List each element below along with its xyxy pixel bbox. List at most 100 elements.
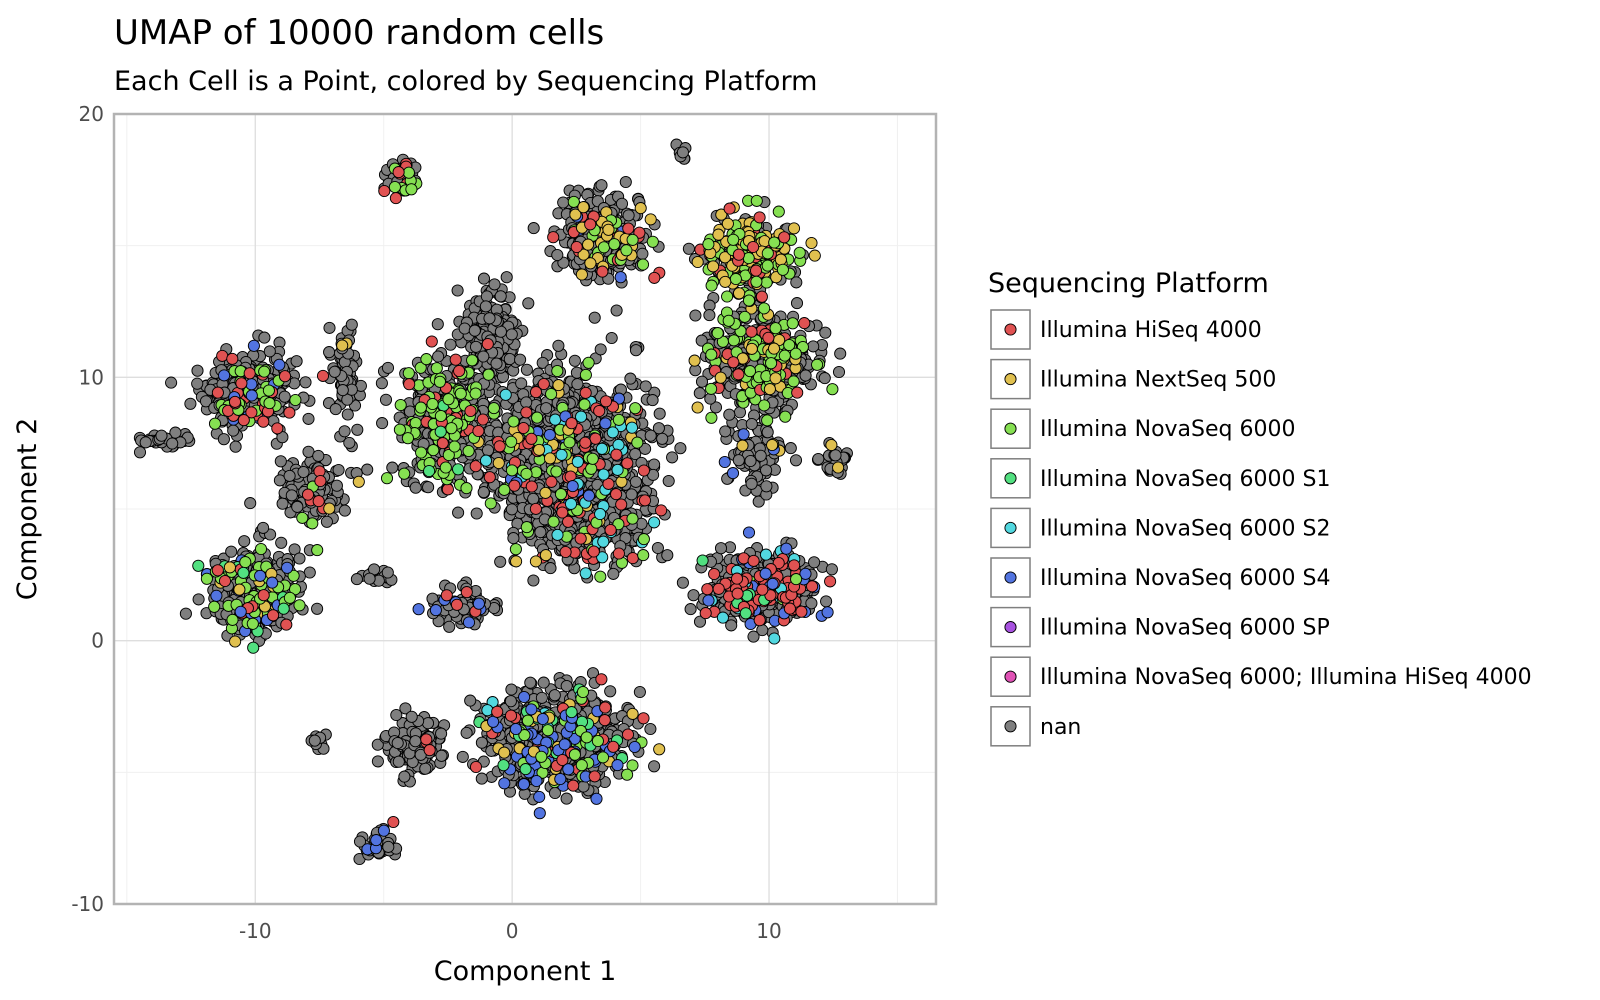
data-point [488,278,501,291]
data-point [725,619,738,632]
data-point [503,352,516,366]
data-point [520,406,533,419]
data-point [595,179,608,192]
data-point [599,417,612,430]
data-point [398,770,411,783]
data-point [379,393,393,406]
data-point [238,535,251,548]
data-point [386,461,399,474]
data-point [711,327,724,340]
data-point [745,417,758,431]
data-point [483,312,496,325]
data-point [291,500,304,513]
data-point [570,240,583,254]
data-point [676,576,689,589]
data-point [452,506,465,519]
data-point [500,271,513,284]
data-point [211,386,224,399]
data-point [821,606,834,619]
data-point [133,446,147,459]
data-point [475,736,488,749]
data-point [435,727,448,740]
data-point [184,397,197,410]
data-point [275,536,288,549]
data-point [381,566,394,579]
data-point [626,552,639,565]
data-point [825,438,838,452]
data-point [636,258,650,271]
data-point [537,676,550,689]
data-point [139,436,152,449]
data-point [714,542,728,555]
data-point [615,197,629,210]
data-point [475,772,488,785]
data-point [714,371,727,384]
data-point [703,309,716,322]
data-point [737,552,750,565]
data-point [656,432,669,445]
data-point [480,290,493,303]
data-point [787,375,800,388]
data-point [605,331,618,345]
data-point [687,589,700,602]
data-point [263,345,276,358]
data-point [736,439,749,452]
data-point [696,554,709,567]
data-point [217,433,230,446]
data-point [625,488,638,501]
data-point [626,512,639,525]
data-point [684,603,697,616]
data-point [666,451,679,464]
data-point [786,317,799,330]
data-point [682,242,695,255]
data-point [529,502,542,515]
data-point [582,238,595,251]
data-point [330,479,343,492]
data-point [435,749,448,762]
data-point [610,304,623,317]
data-point [522,297,535,310]
data-point [409,481,422,494]
data-point [258,331,271,344]
data-point [646,394,659,407]
data-point [644,429,657,442]
data-point [548,689,561,702]
data-point [343,436,356,449]
data-point [479,454,493,467]
data-point [338,504,351,517]
data-point [719,425,732,438]
data-point [695,375,709,388]
data-point [826,383,839,396]
data-point [825,563,838,576]
data-point [768,632,781,645]
data-point [709,401,723,414]
data-point [634,202,647,215]
data-point [332,463,345,477]
data-point [727,334,740,347]
data-point [469,340,483,353]
data-point [557,196,570,209]
data-point [431,318,444,331]
data-point [179,607,192,620]
data-point [520,363,533,376]
data-point [297,465,310,479]
data-point [283,469,296,482]
data-point [718,455,731,469]
data-point [371,738,384,751]
data-point [351,423,364,436]
data-point [832,461,845,474]
data-point [761,426,774,439]
data-point [691,401,704,414]
data-point [629,344,643,357]
data-point [390,708,403,722]
data-point [323,346,336,359]
data-point [535,691,548,704]
data-point [588,311,601,324]
data-point [422,481,435,494]
data-point [293,552,306,565]
data-point [622,209,635,222]
data-point [552,339,565,352]
data-point [547,231,560,244]
data-point [789,454,803,467]
data-point [494,290,507,303]
